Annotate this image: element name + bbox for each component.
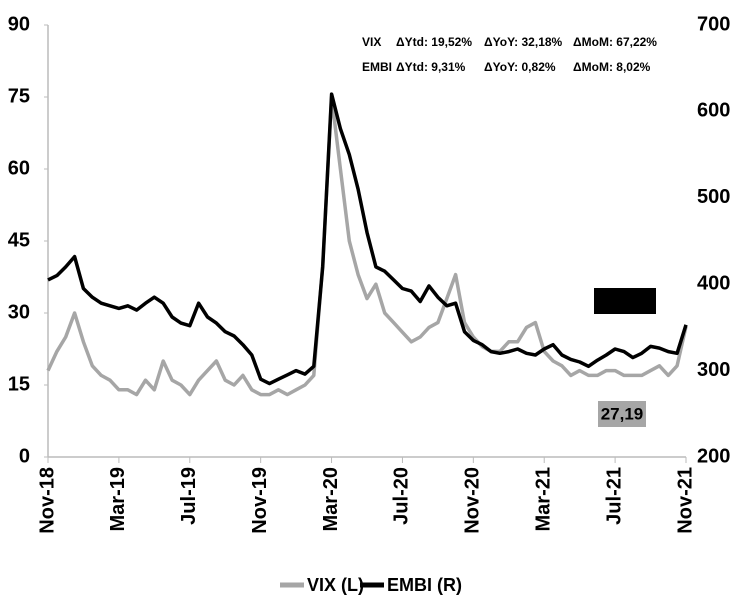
value-label: 353,05	[599, 291, 651, 310]
y2-tick-label: 500	[697, 186, 730, 208]
legend-label: VIX (L)	[307, 575, 364, 595]
x-tick-label: Mar-21	[533, 467, 555, 531]
x-tick-label: Nov-21	[674, 467, 696, 534]
stat-text: ΔYoY: 0,82%	[484, 60, 556, 74]
value-label: 27,19	[601, 404, 644, 423]
x-tick-label: Mar-19	[107, 467, 129, 531]
stat-text: VIX	[362, 35, 381, 49]
x-tick-label: Jul-21	[603, 467, 625, 525]
value-label-box	[598, 401, 646, 427]
y-tick-label: 75	[8, 85, 30, 107]
stat-text: ΔYtd: 19,52%	[396, 35, 472, 49]
x-tick-label: Nov-20	[462, 467, 484, 534]
x-tick-label: Jul-20	[391, 467, 413, 525]
y-tick-label: 45	[8, 229, 30, 251]
y-tick-label: 15	[8, 373, 30, 395]
series-line	[46, 95, 688, 397]
stat-text: ΔMoM: 67,22%	[573, 35, 657, 49]
y2-tick-label: 300	[697, 359, 730, 381]
x-tick-label: Nov-18	[36, 467, 58, 534]
y-tick-label: 60	[8, 157, 30, 179]
legend-item: VIX (L)	[280, 575, 364, 595]
y-tick-label: 30	[8, 301, 30, 323]
y2-tick-label: 400	[697, 272, 730, 294]
x-tick-label: Jul-19	[178, 467, 200, 525]
y-tick-label: 0	[19, 445, 30, 467]
series-line	[47, 92, 688, 386]
value-label-box	[594, 288, 656, 314]
y2-tick-label: 700	[697, 13, 730, 35]
stat-text: EMBI	[362, 60, 392, 74]
x-tick-label: Nov-19	[249, 467, 271, 534]
stat-text: ΔYoY: 32,18%	[484, 35, 563, 49]
legend-label: EMBI (R)	[387, 575, 462, 595]
y2-tick-label: 600	[697, 100, 730, 122]
stat-text: ΔMoM: 8,02%	[573, 60, 651, 74]
legend-item: EMBI (R)	[360, 575, 462, 595]
y2-tick-label: 200	[697, 445, 730, 467]
stat-text: ΔYtd: 9,31%	[396, 60, 466, 74]
x-tick-label: Mar-20	[320, 467, 342, 531]
y-tick-label: 90	[8, 13, 30, 35]
